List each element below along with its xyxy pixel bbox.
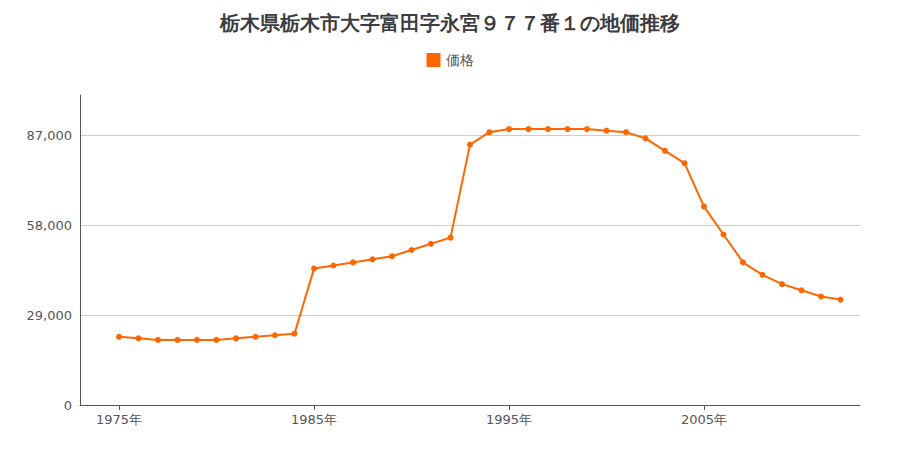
- svg-text:価格: 価格: [446, 52, 474, 68]
- svg-text:1995年: 1995年: [486, 412, 532, 427]
- svg-text:87,000: 87,000: [27, 128, 73, 143]
- svg-text:1985年: 1985年: [291, 412, 337, 427]
- svg-text:2005年: 2005年: [681, 412, 727, 427]
- svg-text:58,000: 58,000: [27, 218, 73, 233]
- svg-text:0: 0: [64, 398, 72, 413]
- svg-text:29,000: 29,000: [27, 308, 73, 323]
- svg-text:栃木県栃木市大字富田字永宮９７７番１の地価推移: 栃木県栃木市大字富田字永宮９７７番１の地価推移: [219, 11, 680, 35]
- svg-text:1975年: 1975年: [96, 412, 142, 427]
